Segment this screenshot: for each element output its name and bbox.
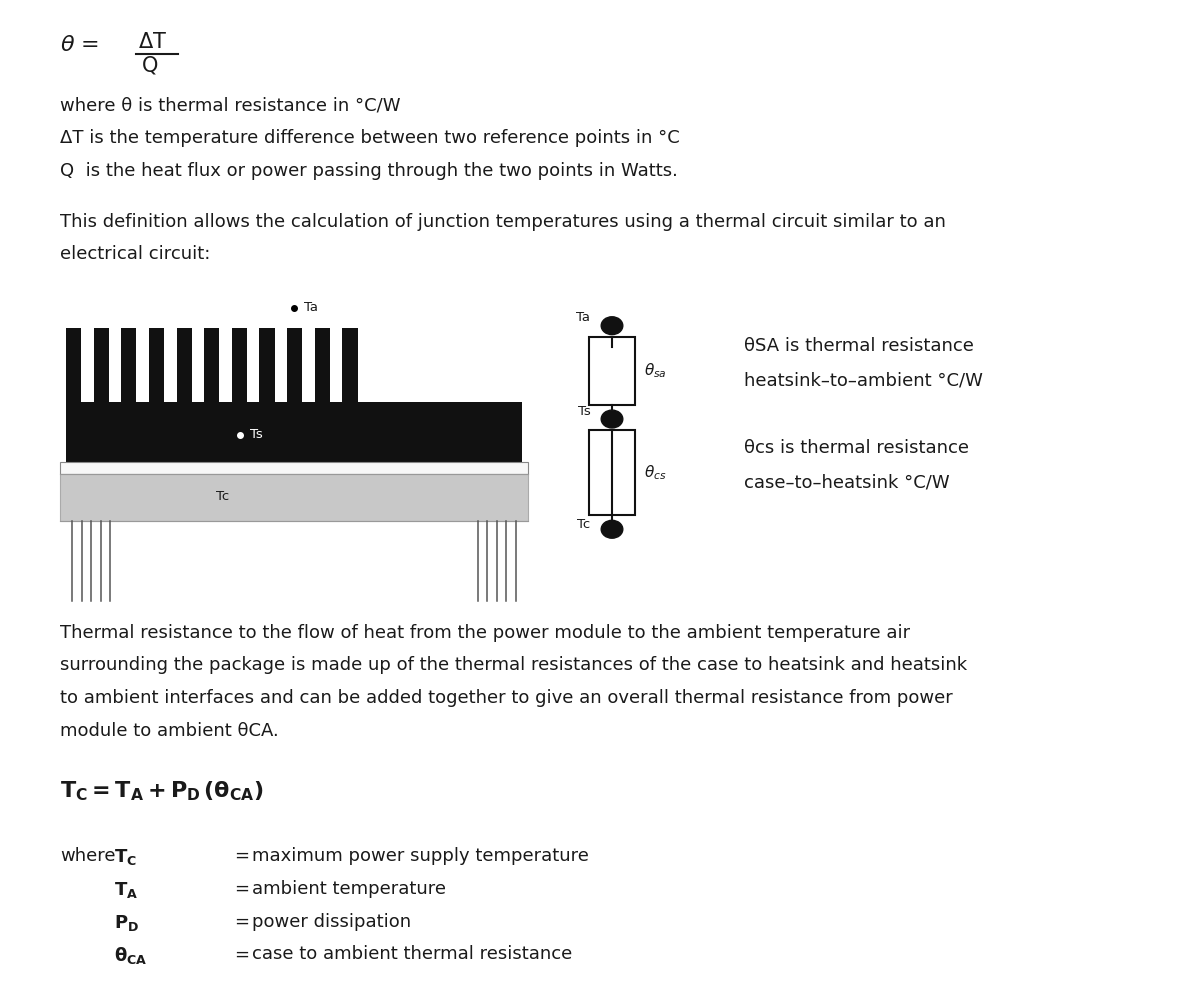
Text: $\mathbf{T_A}$: $\mathbf{T_A}$ — [114, 880, 138, 900]
Text: $\theta$ =: $\theta$ = — [60, 35, 98, 55]
Text: surrounding the package is made up of the thermal resistances of the case to hea: surrounding the package is made up of th… — [60, 656, 967, 674]
Text: power dissipation: power dissipation — [252, 913, 412, 930]
Text: Tc: Tc — [577, 517, 590, 531]
Text: where θ is thermal resistance in °C/W: where θ is thermal resistance in °C/W — [60, 96, 401, 114]
Text: $\Delta$T: $\Delta$T — [138, 32, 167, 52]
Text: $\theta_{sa}$: $\theta_{sa}$ — [644, 361, 667, 380]
Text: This definition allows the calculation of junction temperatures using a thermal : This definition allows the calculation o… — [60, 213, 946, 230]
Text: ΔT is the temperature difference between two reference points in °C: ΔT is the temperature difference between… — [60, 129, 679, 147]
Bar — [149, 328, 164, 402]
Text: Q  is the heat flux or power passing through the two points in Watts.: Q is the heat flux or power passing thro… — [60, 162, 678, 180]
Text: where: where — [60, 847, 115, 865]
Bar — [204, 328, 220, 402]
Text: $\mathbf{T_C}$$\mathbf{ = T_A + P_D\,(\theta_{CA})}$: $\mathbf{T_C}$$\mathbf{ = T_A + P_D\,(\t… — [60, 780, 264, 803]
Text: $\theta_{cs}$: $\theta_{cs}$ — [644, 464, 667, 482]
Bar — [66, 328, 82, 402]
Text: Q: Q — [142, 56, 158, 75]
Text: =: = — [234, 880, 250, 898]
Text: =: = — [234, 945, 250, 963]
Bar — [259, 328, 275, 402]
Text: $\mathbf{T_C}$: $\mathbf{T_C}$ — [114, 847, 137, 867]
Text: module to ambient θCA.: module to ambient θCA. — [60, 722, 278, 740]
Text: Tc: Tc — [216, 490, 229, 503]
Bar — [121, 328, 137, 402]
Bar — [176, 328, 192, 402]
Text: heatsink–to–ambient °C/W: heatsink–to–ambient °C/W — [744, 371, 983, 390]
Text: =: = — [234, 913, 250, 930]
Text: θcs is thermal resistance: θcs is thermal resistance — [744, 439, 970, 457]
Text: $\mathbf{\theta_{CA}}$: $\mathbf{\theta_{CA}}$ — [114, 945, 148, 966]
Bar — [287, 328, 302, 402]
Text: case–to–heatsink °C/W: case–to–heatsink °C/W — [744, 474, 949, 492]
Text: Ta: Ta — [304, 301, 318, 315]
Text: Ts: Ts — [577, 404, 590, 418]
Text: maximum power supply temperature: maximum power supply temperature — [252, 847, 589, 865]
Circle shape — [601, 410, 623, 428]
Bar — [60, 474, 528, 521]
Bar — [66, 402, 522, 462]
Bar — [60, 462, 528, 474]
Bar — [589, 430, 635, 515]
Text: Ta: Ta — [576, 311, 590, 325]
Bar — [342, 328, 358, 402]
Circle shape — [601, 317, 623, 335]
Bar — [232, 328, 247, 402]
Text: $\mathbf{P_D}$: $\mathbf{P_D}$ — [114, 913, 139, 932]
Text: =: = — [234, 847, 250, 865]
Bar — [94, 328, 109, 402]
Text: electrical circuit:: electrical circuit: — [60, 245, 210, 263]
Bar — [314, 328, 330, 402]
Circle shape — [601, 520, 623, 538]
Text: Thermal resistance to the flow of heat from the power module to the ambient temp: Thermal resistance to the flow of heat f… — [60, 624, 910, 641]
Text: to ambient interfaces and can be added together to give an overall thermal resis: to ambient interfaces and can be added t… — [60, 689, 953, 707]
Text: ambient temperature: ambient temperature — [252, 880, 446, 898]
Text: θSA is thermal resistance: θSA is thermal resistance — [744, 337, 974, 355]
Text: Ts: Ts — [250, 428, 263, 442]
Bar — [589, 337, 635, 405]
Text: case to ambient thermal resistance: case to ambient thermal resistance — [252, 945, 572, 963]
